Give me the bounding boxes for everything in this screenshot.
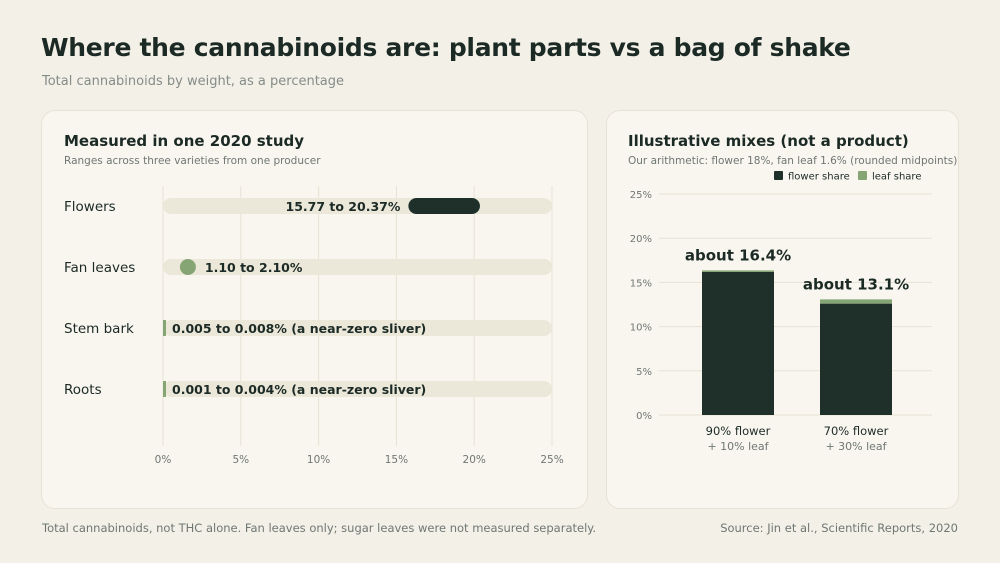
- range-chart-title: Measured in one 2020 study: [64, 132, 305, 150]
- range-value-label: 15.77 to 20.37%: [286, 199, 401, 214]
- category-label: Flowers: [64, 199, 116, 215]
- range-chart-panel: Measured in one 2020 study Ranges across…: [41, 110, 588, 509]
- y-tick-label: 10%: [630, 323, 652, 334]
- category-label: Fan leaves: [64, 260, 135, 276]
- x-tick-label: 10%: [307, 454, 330, 466]
- x-tick-label: 5%: [232, 454, 249, 466]
- range-track: [163, 259, 552, 275]
- range-value-label: 0.005 to 0.008% (a near-zero sliver): [172, 321, 426, 336]
- leaf-share-bar: [820, 299, 892, 304]
- range-chart-subtitle: Ranges across three varieties from one p…: [64, 155, 321, 167]
- source-credit: Source: Jin et al., Scientific Reports, …: [720, 521, 958, 535]
- mix-chart-panel: Illustrative mixes (not a product) Our a…: [606, 110, 959, 509]
- footnote: Total cannabinoids, not THC alone. Fan l…: [42, 521, 597, 535]
- y-tick-label: 25%: [630, 190, 652, 201]
- range-sliver: [163, 320, 166, 336]
- x-tick-label: 0%: [155, 454, 172, 466]
- category-label: 90% flower: [706, 424, 771, 438]
- range-track: [163, 381, 552, 397]
- y-tick-label: 0%: [636, 411, 652, 422]
- page-subtitle: Total cannabinoids by weight, as a perce…: [42, 74, 345, 89]
- x-tick-label: 15%: [385, 454, 408, 466]
- category-label: Roots: [64, 382, 102, 398]
- range-track: [163, 320, 552, 336]
- legend-swatch: [858, 171, 867, 180]
- range-dot: [179, 259, 196, 275]
- total-label: about 16.4%: [685, 246, 791, 264]
- x-tick-label: 25%: [540, 454, 563, 466]
- legend-swatch: [774, 171, 783, 180]
- category-label: 70% flower: [824, 424, 889, 438]
- mix-chart: 0% 5% 10% 15% 20% 25% flower share leaf share ab…: [630, 171, 932, 453]
- range-value-label: 1.10 to 2.10%: [205, 260, 303, 275]
- range-sliver: [163, 381, 166, 397]
- y-tick-label: 5%: [636, 367, 652, 378]
- mix-chart-title: Illustrative mixes (not a product): [628, 132, 909, 150]
- legend-label: leaf share: [872, 172, 921, 183]
- category-sublabel: + 30% leaf: [825, 440, 887, 453]
- x-tick-label: 20%: [463, 454, 486, 466]
- leaf-share-bar: [702, 270, 774, 272]
- range-chart: 0% 5% 10% 15% 20% 25% Flowers 15.77 to 20.37% Fa…: [64, 186, 564, 466]
- y-tick-label: 20%: [630, 234, 652, 245]
- flower-share-bar: [820, 303, 892, 415]
- mix-chart-subtitle: Our arithmetic: flower 18%, fan leaf 1.6…: [628, 155, 958, 167]
- range-value-label: 0.001 to 0.004% (a near-zero sliver): [172, 382, 426, 397]
- total-label: about 13.1%: [803, 275, 909, 293]
- category-sublabel: + 10% leaf: [707, 440, 769, 453]
- category-label: Stem bark: [64, 321, 134, 337]
- flower-share-bar: [702, 271, 774, 415]
- y-tick-label: 15%: [630, 278, 652, 289]
- page-title: Where the cannabinoids are: plant parts …: [41, 33, 851, 62]
- legend-label: flower share: [788, 172, 850, 183]
- range-bar: [408, 198, 480, 214]
